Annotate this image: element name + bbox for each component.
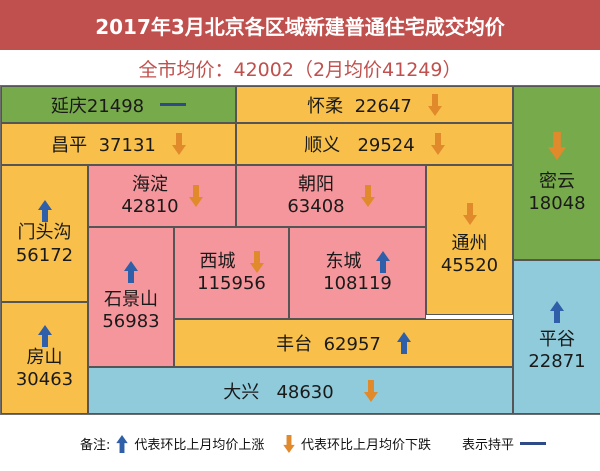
arrow-down-icon <box>427 93 442 116</box>
district-name: 密云 <box>539 170 575 192</box>
legend: 备注: 代表环比上月均价上涨 代表环比上月均价下跌 表示持平 <box>0 416 600 471</box>
district-pinggu: 平谷 22871 <box>513 260 600 414</box>
district-name: 朝阳 <box>297 173 334 195</box>
district-price: 48630 <box>276 381 334 403</box>
district-price: 62957 <box>323 334 381 355</box>
district-price: 21498 <box>86 95 145 117</box>
arrow-up-icon <box>37 200 52 222</box>
citywide-average: 全市均价：42002（2月均价41249） <box>138 58 462 81</box>
district-price: 37131 <box>98 135 156 156</box>
district-name: 顺义 <box>304 135 341 156</box>
district-name: 通州 <box>451 232 488 254</box>
flat-icon <box>160 103 187 106</box>
arrow-up-icon <box>550 300 564 323</box>
arrow-up-icon <box>116 434 129 453</box>
arrow-down-icon <box>363 379 378 402</box>
district-fengtai: 丰台 62957 <box>174 319 513 367</box>
district-changping: 昌平 37131 <box>1 123 236 165</box>
arrow-down-icon <box>360 185 375 207</box>
legend-note-label: 备注: <box>80 438 111 453</box>
arrow-down-icon <box>188 185 203 207</box>
district-price: 30463 <box>15 369 74 390</box>
district-miyun: 密云 18048 <box>513 86 600 260</box>
district-daxing: 大兴 48630 <box>88 367 513 414</box>
district-name: 石景山 <box>104 288 158 310</box>
page-title: 2017年3月北京各区域新建普通住宅成交均价 <box>0 0 600 50</box>
district-price: 22871 <box>528 351 586 372</box>
arrow-down-icon <box>283 434 295 453</box>
arrow-down-icon <box>462 202 477 225</box>
district-price: 42810 <box>121 196 179 217</box>
district-price: 56983 <box>102 311 160 332</box>
district-name: 东城 <box>325 250 362 272</box>
arrow-up-icon <box>124 260 138 283</box>
district-dongcheng: 东城 108119 <box>289 227 426 319</box>
district-price: 18048 <box>528 193 586 214</box>
flat-icon <box>520 442 547 445</box>
district-price: 115956 <box>197 273 266 294</box>
district-name: 海淀 <box>131 173 168 195</box>
arrow-down-icon <box>548 131 566 160</box>
district-name: 门头沟 <box>17 222 72 243</box>
arrow-up-icon <box>375 250 390 273</box>
district-price: 108119 <box>323 273 392 294</box>
district-name: 西城 <box>199 250 236 272</box>
arrow-down-icon <box>430 133 445 155</box>
district-yanqing: 延庆21498 <box>1 86 236 123</box>
district-map: 延庆21498 怀柔 22647 密云 18048 昌平 37131 顺义 295… <box>0 85 600 415</box>
district-name: 房山 <box>26 346 63 368</box>
district-name: 平谷 <box>539 328 575 350</box>
district-fangshan: 房山 30463 <box>1 302 88 414</box>
legend-flat-label: 表示持平 <box>462 438 515 453</box>
district-price: 45520 <box>440 255 499 276</box>
arrow-down-icon <box>249 250 264 273</box>
district-name: 怀柔 <box>307 95 344 117</box>
district-xicheng: 西城 115956 <box>174 227 289 319</box>
district-mentougou: 门头沟 56172 <box>1 165 88 302</box>
district-name: 丰台 <box>276 334 313 355</box>
arrow-up-icon <box>396 332 411 354</box>
arrow-up-icon <box>37 324 52 347</box>
district-price: 63408 <box>287 196 345 217</box>
district-price: 29524 <box>357 135 415 156</box>
district-huairou: 怀柔 22647 <box>236 86 513 123</box>
district-name: 昌平 <box>51 135 88 156</box>
district-price: 22647 <box>354 95 412 117</box>
district-haidian: 海淀 42810 <box>88 165 236 227</box>
district-shijingshan: 石景山 56983 <box>88 227 174 367</box>
district-shunyi: 顺义 29524 <box>236 123 513 165</box>
district-tongzhou: 通州 45520 <box>426 165 513 315</box>
district-name: 延庆 <box>50 95 87 117</box>
district-price: 56172 <box>15 244 74 266</box>
legend-down-label: 代表环比上月均价下跌 <box>301 438 432 453</box>
district-name: 大兴 <box>223 381 260 403</box>
district-chaoyang: 朝阳 63408 <box>236 165 426 227</box>
arrow-down-icon <box>171 133 186 155</box>
legend-up-label: 代表环比上月均价上涨 <box>134 438 265 453</box>
